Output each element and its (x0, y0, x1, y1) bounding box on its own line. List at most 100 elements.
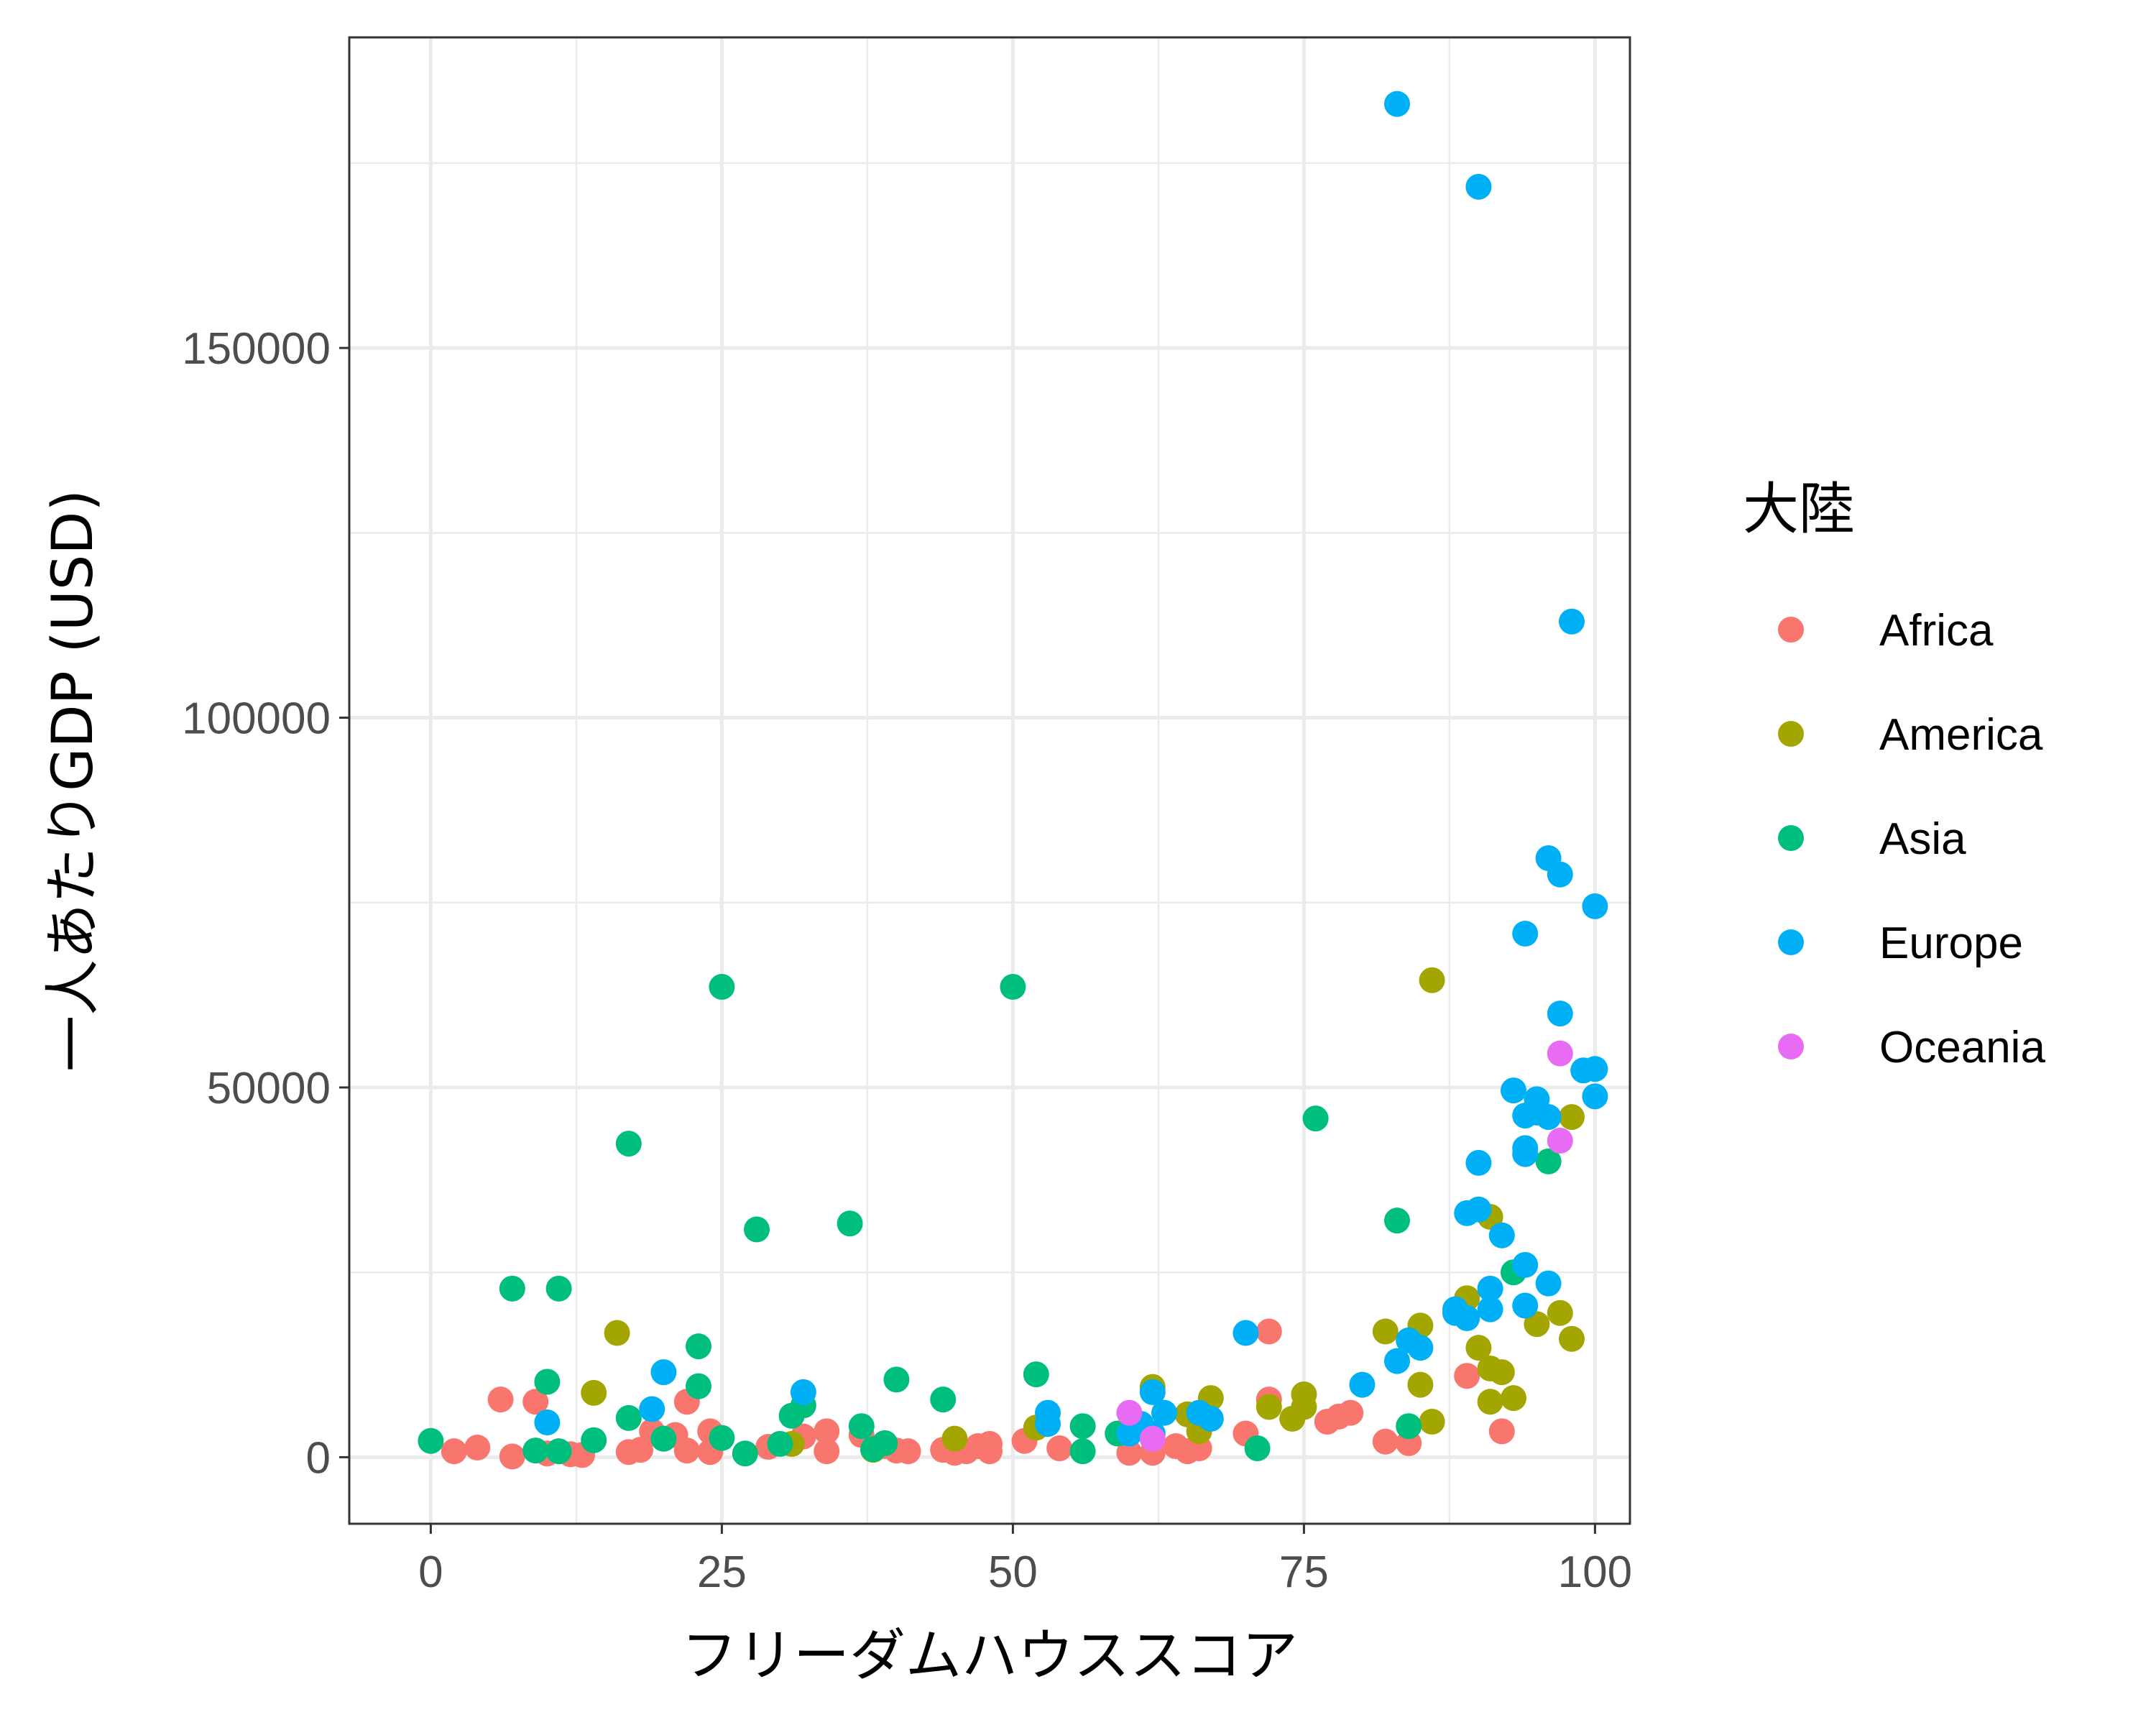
data-point (1454, 1305, 1480, 1331)
data-point (1139, 1379, 1166, 1405)
data-point (709, 974, 735, 1000)
data-point (1233, 1320, 1259, 1346)
data-point (790, 1379, 816, 1405)
data-point (1465, 1196, 1492, 1223)
series-europe (534, 91, 1608, 1447)
legend-item-america: America (1778, 710, 2043, 760)
data-point (941, 1425, 968, 1452)
y-axis-title: 一人あたりGDP (USD) (41, 489, 106, 1072)
data-point (650, 1359, 677, 1386)
data-point (673, 1438, 700, 1464)
legend-key (1778, 825, 1804, 851)
legend: 大陸 Africa America Asia Europe Oceania (1743, 477, 2045, 1072)
data-point (744, 1216, 770, 1243)
legend-item-oceania: Oceania (1778, 1023, 2045, 1072)
data-point (1349, 1371, 1376, 1398)
x-tick-label: 100 (1558, 1547, 1632, 1597)
legend-title: 大陸 (1743, 477, 1855, 542)
data-point (1488, 1359, 1515, 1386)
legend-label: Oceania (1879, 1023, 2045, 1072)
data-point (1512, 1292, 1539, 1319)
x-tick-label: 25 (697, 1547, 747, 1597)
data-point (1454, 1363, 1480, 1389)
data-point (895, 1438, 921, 1465)
data-point (1035, 1411, 1061, 1438)
data-point (1547, 1040, 1573, 1067)
series-oceania (1116, 1040, 1573, 1452)
data-point (1244, 1435, 1271, 1462)
data-point (499, 1443, 525, 1470)
data-point (1559, 1325, 1585, 1352)
data-point (872, 1430, 898, 1456)
data-point (930, 1386, 957, 1413)
data-point (1547, 1000, 1573, 1027)
data-point (615, 1131, 642, 1157)
legend-label: Africa (1879, 606, 1994, 656)
data-point (1582, 893, 1608, 919)
data-point (639, 1396, 665, 1422)
data-point (767, 1430, 793, 1457)
data-point (1488, 1418, 1515, 1445)
data-point (732, 1440, 758, 1467)
legend-key (1778, 617, 1804, 643)
y-tick-label: 0 (306, 1433, 331, 1483)
x-axis-title: フリーダムハウススコア (681, 1624, 1298, 1688)
data-points (418, 91, 1608, 1470)
data-point (1547, 1128, 1573, 1154)
data-point (686, 1333, 711, 1360)
data-point (1069, 1438, 1096, 1465)
data-point (1291, 1394, 1317, 1420)
legend-item-europe: Europe (1778, 919, 2023, 968)
data-point (1396, 1413, 1422, 1440)
data-point (709, 1425, 735, 1451)
data-point (1256, 1318, 1282, 1345)
data-point (1407, 1335, 1434, 1361)
data-point (581, 1379, 607, 1406)
data-point (1384, 1348, 1410, 1374)
data-point (1000, 974, 1026, 1000)
legend-key (1778, 721, 1804, 747)
axis-ticks: 0 25 50 75 100 0 50000 100000 150000 (182, 324, 1632, 1597)
data-point (464, 1435, 491, 1461)
data-point (1477, 1296, 1503, 1322)
data-point (883, 1366, 910, 1393)
data-point (837, 1210, 863, 1237)
data-point (1477, 1275, 1503, 1302)
data-point (686, 1373, 711, 1399)
data-point (1116, 1399, 1143, 1426)
data-point (1372, 1318, 1399, 1345)
data-point (1197, 1405, 1224, 1432)
data-point (1547, 861, 1573, 888)
data-point (1535, 1270, 1562, 1297)
data-point (604, 1320, 630, 1346)
legend-label: Europe (1879, 919, 2023, 968)
data-point (1512, 1251, 1539, 1278)
data-point (1559, 1104, 1585, 1131)
data-point (1535, 1104, 1562, 1131)
data-point (1116, 1440, 1143, 1466)
data-point (545, 1438, 572, 1465)
data-point (615, 1404, 642, 1431)
data-point (1477, 1389, 1503, 1415)
data-point (522, 1438, 549, 1464)
data-point (977, 1430, 1003, 1457)
x-tick-label: 50 (988, 1547, 1038, 1597)
data-point (1337, 1399, 1364, 1426)
data-point (1465, 1335, 1492, 1361)
legend-item-asia: Asia (1778, 814, 1966, 864)
series-asia (418, 974, 1562, 1467)
legend-label: Asia (1879, 814, 1966, 864)
plot-border (348, 36, 1631, 1525)
series-america (581, 967, 1585, 1463)
data-point (1465, 173, 1492, 200)
data-point (1046, 1435, 1073, 1462)
legend-key (1778, 929, 1804, 955)
data-point (1302, 1105, 1329, 1132)
legend-entries: Africa America Asia Europe Oceania (1778, 606, 2045, 1072)
data-point (1384, 91, 1410, 117)
data-point (1419, 1409, 1445, 1435)
data-point (1582, 1056, 1608, 1082)
data-point (1547, 1300, 1573, 1326)
data-point (814, 1438, 840, 1465)
